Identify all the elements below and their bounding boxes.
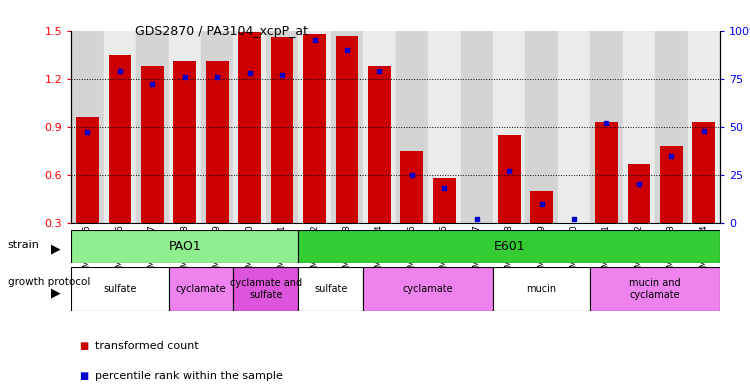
Bar xyxy=(169,267,233,311)
Bar xyxy=(266,31,298,223)
Bar xyxy=(660,146,682,223)
Bar xyxy=(433,178,456,223)
Bar xyxy=(595,122,618,223)
Bar xyxy=(460,31,493,223)
Bar xyxy=(141,66,164,223)
Text: ■: ■ xyxy=(79,371,88,381)
Bar xyxy=(525,31,558,223)
Text: ▶: ▶ xyxy=(51,286,61,299)
Bar xyxy=(692,122,715,223)
Bar xyxy=(71,267,169,311)
Bar xyxy=(109,55,131,223)
Bar xyxy=(298,230,720,263)
Text: transformed count: transformed count xyxy=(95,341,199,351)
Text: cyclamate: cyclamate xyxy=(403,284,453,294)
Bar xyxy=(298,267,363,311)
Bar xyxy=(428,31,460,223)
Bar xyxy=(622,31,656,223)
Text: sulfate: sulfate xyxy=(104,284,136,294)
Text: ■: ■ xyxy=(79,341,88,351)
Bar xyxy=(530,191,553,223)
Bar xyxy=(271,37,293,223)
Text: GDS2870 / PA3104_xcpP_at: GDS2870 / PA3104_xcpP_at xyxy=(135,25,308,38)
Bar xyxy=(303,34,326,223)
Text: growth protocol: growth protocol xyxy=(8,277,90,287)
Bar xyxy=(173,61,196,223)
Bar xyxy=(688,31,720,223)
Text: E601: E601 xyxy=(494,240,525,253)
Bar xyxy=(400,151,423,223)
Bar xyxy=(493,267,590,311)
Bar xyxy=(169,31,201,223)
Bar xyxy=(136,31,169,223)
Bar xyxy=(368,66,391,223)
Bar xyxy=(628,164,650,223)
Bar xyxy=(331,31,363,223)
Bar xyxy=(590,267,720,311)
Bar xyxy=(335,36,358,223)
Bar xyxy=(656,31,688,223)
Bar xyxy=(498,135,520,223)
Bar xyxy=(71,31,104,223)
Bar xyxy=(396,31,428,223)
Text: percentile rank within the sample: percentile rank within the sample xyxy=(95,371,284,381)
Bar xyxy=(104,31,136,223)
Text: sulfate: sulfate xyxy=(314,284,347,294)
Bar xyxy=(363,31,396,223)
Bar xyxy=(298,31,331,223)
Bar xyxy=(71,230,298,263)
Text: mucin and
cyclamate: mucin and cyclamate xyxy=(629,278,681,300)
Text: ▶: ▶ xyxy=(51,243,61,256)
Bar xyxy=(590,31,622,223)
Bar xyxy=(363,267,493,311)
Text: cyclamate and
sulfate: cyclamate and sulfate xyxy=(230,278,302,300)
Bar xyxy=(238,32,261,223)
Bar xyxy=(558,31,590,223)
Text: cyclamate: cyclamate xyxy=(176,284,226,294)
Text: PAO1: PAO1 xyxy=(169,240,201,253)
Bar xyxy=(493,31,525,223)
Bar xyxy=(233,267,298,311)
Bar xyxy=(76,117,99,223)
Text: mucin: mucin xyxy=(526,284,556,294)
Bar xyxy=(201,31,233,223)
Bar xyxy=(206,61,229,223)
Bar xyxy=(233,31,266,223)
Text: strain: strain xyxy=(8,240,39,250)
